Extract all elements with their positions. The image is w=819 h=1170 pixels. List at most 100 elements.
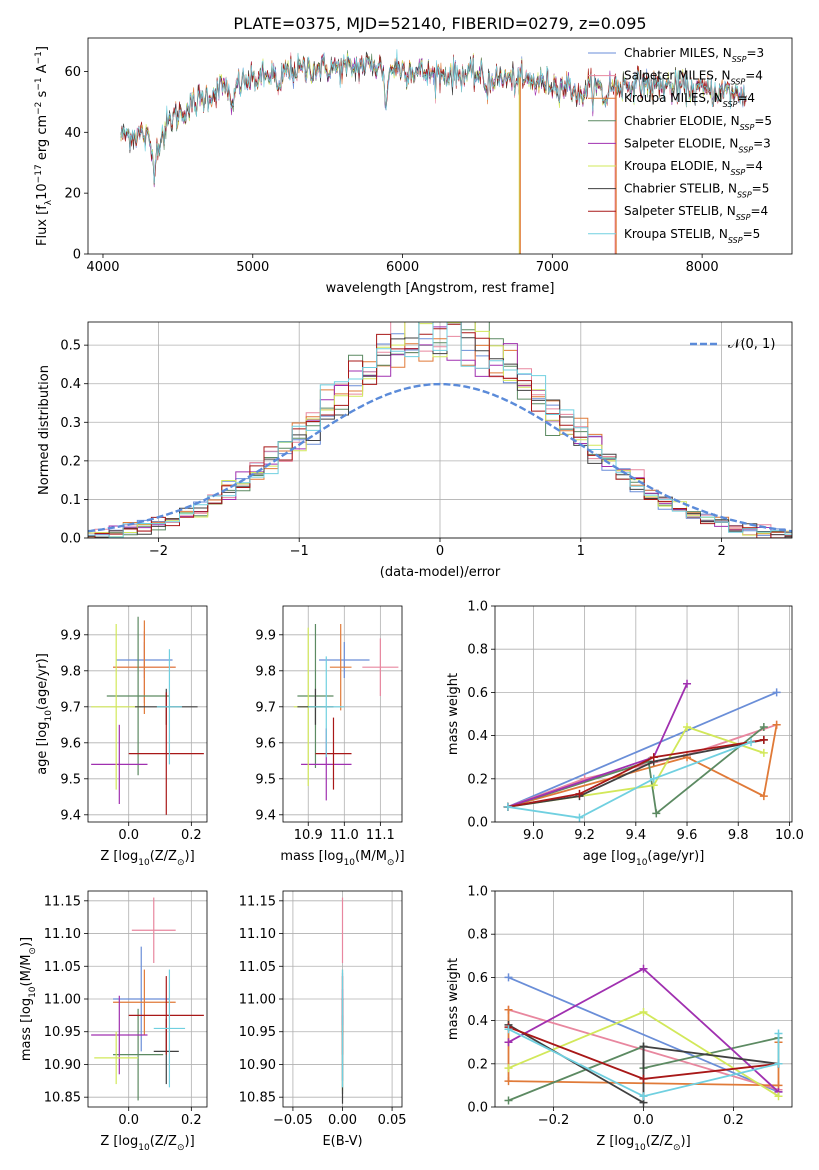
histogram-salpeter-stelib: [88, 323, 792, 538]
z-mass-y-tick-label: 11.00: [44, 993, 81, 1008]
age-weight-series-kroupa-miles: [507, 724, 778, 808]
mass-age-x-tick-label: 11.1: [366, 828, 395, 843]
age-weight-series-chabrier-elodie-marker: [652, 809, 661, 818]
z-mass-x-axis-label: Z [log10(Z/Z⊙)]: [100, 1134, 194, 1153]
spectrum-lines: [120, 49, 747, 254]
z-mass-points: [91, 897, 204, 1101]
ebv-mass-x-tick-label: 0.00: [328, 1113, 357, 1128]
legend-entry: Chabrier MILES, NSSP=3: [624, 46, 764, 64]
mass-age-frame: [282, 605, 403, 823]
residuals-y-tick-label: 0.5: [60, 339, 81, 354]
mass-age-y-tick-label: 9.4: [255, 808, 276, 823]
ebv-mass-y-tick-label: 10.90: [239, 1058, 276, 1073]
z-age-y-tick-label: 9.6: [60, 736, 81, 751]
z-age-frame: [87, 605, 208, 823]
legend-entry: Salpeter STELIB, NSSP=4: [624, 204, 768, 222]
spectrum-legend: Chabrier MILES, NSSP=3 Salpeter MILES, NS…: [588, 46, 772, 244]
z-weight-series-kroupa-elodie-marker: [774, 1092, 783, 1101]
spectrum-x-tick-label: 7000: [536, 260, 569, 275]
residuals-y-tick-label: 0.0: [60, 532, 81, 547]
z-age-axes: 0.0 0.2 9.4 9.5 9.6 9.7 9.8 9.9 Z [log10(Z/Z⊙)] a…: [35, 606, 207, 868]
mass-age-points: [293, 624, 399, 801]
age-weight-lines: [503, 679, 781, 822]
ebv-mass-y-tick-label: 10.85: [239, 1091, 276, 1106]
residuals-y-axis-label: Normed distribution: [37, 365, 52, 495]
z-weight-lines: [504, 964, 783, 1107]
age-weight-series-chabrier-miles: [507, 691, 777, 808]
z-weight-series-salpeter-stelib-marker: [639, 1074, 648, 1083]
z-age-y-tick-label: 9.7: [60, 700, 81, 715]
residuals-frame: [87, 321, 793, 539]
z-weight-series-kroupa-stelib-marker: [774, 1029, 783, 1038]
age-weight-series-salpeter-stelib-marker: [649, 753, 658, 762]
z-age-x-tick-label: 0.0: [118, 828, 139, 843]
z-weight-y-tick-label: 0.2: [467, 1057, 488, 1072]
z-mass-y-tick-label: 10.85: [44, 1091, 81, 1106]
legend-entry: Kroupa MILES, NSSP=4: [624, 91, 755, 109]
age-weight-series-kroupa-stelib-marker: [575, 813, 584, 822]
z-age-y-tick-label: 9.9: [60, 628, 81, 643]
z-weight-series-chabrier-miles-marker: [504, 973, 513, 982]
spectrum-y-axis-label: Flux [fλ10−17 erg cm−2 s−1 A−1]: [34, 46, 54, 246]
age-weight-y-tick-label: 0.2: [467, 772, 488, 787]
spectrum-y-tick-label: 60: [64, 65, 81, 80]
legend-entry: Salpeter MILES, NSSP=4: [624, 69, 763, 87]
z-weight-series-salpeter-elodie-marker: [639, 964, 648, 973]
age-weight-y-tick-label: 0.0: [467, 816, 488, 831]
z-weight-series-chabrier-stelib-marker: [639, 1042, 648, 1051]
z-weight-series-kroupa-elodie-marker: [639, 1007, 648, 1016]
z-age-x-tick-label: 0.2: [181, 828, 202, 843]
age-weight-series-salpeter-stelib: [507, 739, 764, 808]
age-weight-y-tick-label: 0.6: [467, 686, 488, 701]
ebv-mass-axes: −0.05 0.00 0.05 10.85 10.90 10.95 11.00 11.05 11…: [239, 891, 407, 1149]
age-weight-series-kroupa-stelib-marker: [649, 774, 658, 783]
age-weight-frame: [494, 605, 793, 823]
z-weight-series-kroupa-stelib-marker: [639, 1092, 648, 1101]
age-weight-series-salpeter-elodie-marker: [683, 679, 692, 688]
z-weight-series-salpeter-elodie-marker: [504, 1038, 513, 1047]
age-weight-series-kroupa-stelib-marker: [503, 802, 512, 811]
z-mass-y-axis-label: mass [log10(M/M⊙)]: [19, 937, 38, 1061]
age-weight-series-salpeter-stelib-marker: [575, 789, 584, 798]
normal-reference-curve: [88, 382, 792, 533]
z-weight-x-tick-label: 0.2: [723, 1113, 744, 1128]
mass-age-y-tick-label: 9.8: [255, 664, 276, 679]
z-mass-frame: [87, 890, 208, 1108]
residuals-y-tick-label: 0.3: [60, 416, 81, 431]
z-weight-series-kroupa-miles-marker: [504, 1005, 513, 1014]
ebv-mass-y-tick-label: 11.05: [239, 960, 276, 975]
z-weight-series-chabrier-elodie-marker: [504, 1096, 513, 1105]
age-weight-x-tick-label: 10.0: [775, 828, 804, 843]
z-mass-y-tick-label: 11.15: [44, 894, 81, 909]
legend-entry: Kroupa ELODIE, NSSP=4: [624, 159, 763, 177]
residuals-axes: −2 −1 0 1 2 0.0 0.1 0.2 0.3 0.4 0.5 (data-model)/er…: [37, 322, 792, 580]
z-weight-y-tick-label: 0.8: [467, 928, 488, 943]
spectrum-frame: [87, 37, 793, 255]
ebv-mass-y-tick-label: 10.95: [239, 1025, 276, 1040]
z-mass-axes: 0.0 0.2 10.85 10.90 10.95 11.00 11.05 11.10 11.1…: [19, 891, 207, 1153]
age-weight-series-chabrier-elodie-marker: [759, 722, 768, 731]
age-weight-y-axis-label: mass weight: [446, 673, 461, 755]
z-weight-x-axis-label: Z [log10(Z/Z⊙)]: [596, 1134, 690, 1153]
spectrum-x-tick-label: 5000: [236, 260, 269, 275]
ebv-mass-x-tick-label: −0.05: [273, 1113, 313, 1128]
normal-legend-label: 𝒩(0, 1): [728, 337, 775, 352]
age-weight-series-kroupa-stelib-marker: [747, 738, 756, 747]
z-weight-series-kroupa-elodie-marker: [504, 1064, 513, 1073]
z-weight-axes: −0.2 0.0 0.2 0.0 0.2 0.4 0.6 0.8 1.0 Z [log10(Z/Z…: [446, 885, 792, 1153]
age-weight-series-chabrier-stelib: [507, 739, 764, 808]
legend-entry: Chabrier ELODIE, NSSP=5: [624, 114, 772, 132]
spectrum-line-kroupa-stelib: [120, 49, 747, 184]
mass-age-y-tick-label: 9.9: [255, 628, 276, 643]
z-age-y-tick-label: 9.8: [60, 664, 81, 679]
age-weight-x-tick-label: 9.8: [728, 828, 749, 843]
age-weight-x-axis-label: age [log10(age/yr)]: [583, 849, 705, 868]
mass-age-y-tick-label: 9.5: [255, 772, 276, 787]
residuals-x-tick-label: −1: [290, 544, 309, 559]
z-weight-y-tick-label: 1.0: [467, 885, 488, 900]
z-age-y-tick-label: 9.4: [60, 808, 81, 823]
spectrum-x-tick-label: 6000: [386, 260, 419, 275]
age-weight-x-tick-label: 9.4: [625, 828, 646, 843]
mass-age-x-axis-label: mass [log10(M/M⊙)]: [280, 849, 404, 868]
